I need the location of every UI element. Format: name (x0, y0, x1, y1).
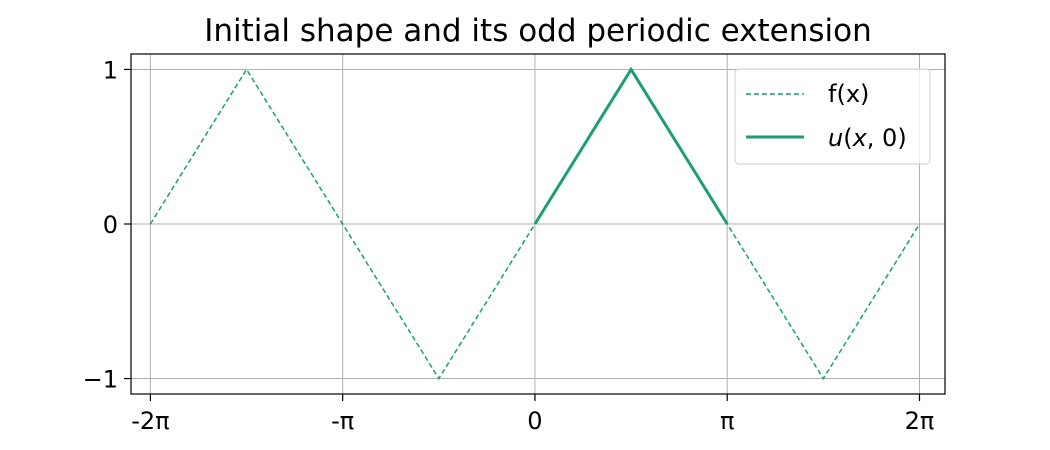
x-tick-label-3: π (720, 407, 734, 435)
x-tick-label-1: -π (331, 407, 354, 435)
y-tick-label-2: −1 (83, 366, 118, 394)
y-axis: 1 0 −1 (83, 56, 131, 394)
legend: f(x) u(x, 0) (734, 68, 931, 165)
x-tick-label-2: 0 (527, 407, 542, 435)
series-line-1 (533, 66, 729, 225)
x-axis: -2π -π 0 π 2π (131, 394, 934, 435)
chart-title: Initial shape and its odd periodic exten… (204, 13, 872, 49)
x-tick-label-0: -2π (131, 407, 169, 435)
series-layer (149, 66, 921, 380)
y-tick-label-1: 0 (103, 211, 118, 239)
legend-box (734, 68, 931, 165)
legend-label-f: f(x) (828, 80, 869, 108)
y-tick-label-0: 1 (103, 56, 118, 84)
legend-label-u: u(x, 0) (828, 124, 907, 152)
x-tick-label-4: 2π (905, 407, 935, 435)
